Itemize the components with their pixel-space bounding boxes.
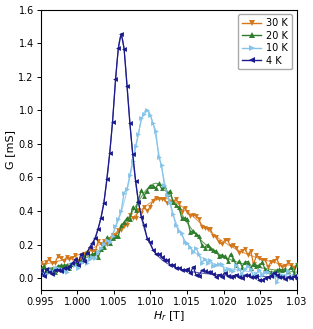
Y-axis label: G [mS]: G [mS] bbox=[6, 130, 16, 169]
X-axis label: $H_r$ [T]: $H_r$ [T] bbox=[153, 310, 185, 323]
Legend: 30 K, 20 K, 10 K, 4 K: 30 K, 20 K, 10 K, 4 K bbox=[238, 14, 292, 69]
